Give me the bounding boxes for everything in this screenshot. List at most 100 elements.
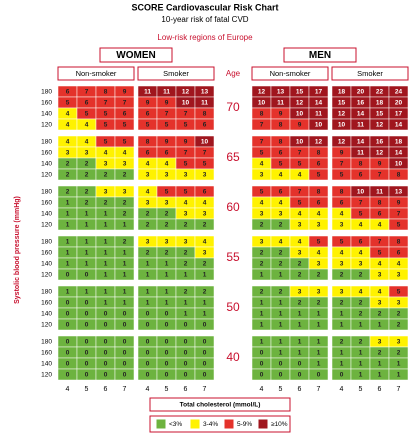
cell-value: 1 [397, 372, 401, 379]
cell-value: 8 [340, 189, 344, 196]
cell [388, 318, 409, 331]
cell-value: 6 [146, 111, 150, 118]
sbp-tick: 120 [41, 272, 52, 279]
cell-value: 4 [123, 150, 127, 157]
cell-value: 2 [298, 261, 302, 268]
cell-value: 3 [184, 211, 188, 218]
cell-value: 2 [203, 289, 207, 296]
cell-value: 0 [165, 361, 169, 368]
cell-value: 1 [123, 272, 127, 279]
cell-value: 0 [85, 361, 89, 368]
cell-value: 2 [340, 300, 344, 307]
cell-value: 2 [85, 172, 89, 179]
cholesterol-tick: 6 [298, 386, 302, 393]
cell-value: 5 [184, 189, 188, 196]
cell-value: 6 [66, 89, 70, 96]
cell-value: 2 [104, 200, 108, 207]
cell-value: 5 [397, 222, 401, 229]
sbp-tick: 160 [41, 300, 52, 307]
cell-value: 2 [359, 272, 363, 279]
cell-value: 1 [279, 350, 283, 357]
cell-value: 6 [279, 150, 283, 157]
cell-value: 4 [359, 222, 363, 229]
cell [194, 218, 215, 231]
age-label: Age [226, 69, 241, 78]
cell-value: 1 [279, 322, 283, 329]
group-box [57, 66, 135, 81]
cell-value: 1 [85, 250, 89, 257]
cell-value: 3 [165, 172, 169, 179]
cell-value: 8 [397, 172, 401, 179]
cell-value: 8 [260, 111, 264, 118]
group-label: Smoker [163, 69, 189, 78]
cell-value: 13 [277, 89, 285, 96]
sbp-tick: 160 [41, 250, 52, 257]
cholesterol-tick: 5 [279, 386, 283, 393]
cell-value: 0 [123, 372, 127, 379]
cholesterol-tick: 5 [85, 386, 89, 393]
cell-value: 0 [260, 350, 264, 357]
cell-value: 14 [395, 122, 403, 129]
cell-value: 1 [85, 289, 89, 296]
cholesterol-tick: 5 [359, 386, 363, 393]
sbp-tick: 160 [41, 100, 52, 107]
cell-value: 3 [317, 289, 321, 296]
cell-value: 8 [146, 139, 150, 146]
cell-value: 1 [165, 261, 169, 268]
cell-value: 7 [359, 200, 363, 207]
cell-value: 3 [378, 339, 382, 346]
cell-value: 7 [378, 172, 382, 179]
sbp-tick: 180 [41, 189, 52, 196]
cell-value: 8 [279, 139, 283, 146]
cell-value: 12 [315, 139, 323, 146]
cell-value: 14 [357, 139, 365, 146]
cell-value: 4 [146, 189, 150, 196]
cell-value: 2 [298, 300, 302, 307]
cell-value: 2 [260, 222, 264, 229]
cell-value: 4 [203, 200, 207, 207]
cell-value: 12 [376, 150, 384, 157]
sbp-tick: 180 [41, 139, 52, 146]
cell-value: 1 [378, 361, 382, 368]
cell-value: 5 [146, 122, 150, 129]
cell-value: 0 [165, 311, 169, 318]
cell-value: 6 [279, 189, 283, 196]
sex-label: MEN [309, 50, 331, 61]
sbp-tick: 140 [41, 311, 52, 318]
cell-value: 16 [376, 139, 384, 146]
sbp-tick: 140 [41, 161, 52, 168]
cell-value: 3 [203, 211, 207, 218]
cell-value: 1 [260, 300, 264, 307]
cell-value: 1 [146, 261, 150, 268]
sbp-tick: 140 [41, 211, 52, 218]
cell-value: 2 [123, 172, 127, 179]
cell-value: 2 [184, 222, 188, 229]
cell-value: 0 [85, 322, 89, 329]
cell-value: 10 [357, 189, 365, 196]
cell-value: 2 [359, 300, 363, 307]
cell-value: 4 [104, 150, 108, 157]
cell-value: 4 [85, 139, 89, 146]
cell-value: 5 [378, 250, 382, 257]
cell-value: 5 [85, 111, 89, 118]
legend-label: <3% [169, 421, 182, 428]
cell-value: 1 [104, 211, 108, 218]
cell-value: 11 [201, 100, 208, 107]
cell-value: 3 [317, 222, 321, 229]
cell-value: 8 [317, 150, 321, 157]
cell-value: 4 [66, 139, 70, 146]
cell [194, 368, 215, 381]
sbp-tick: 140 [41, 111, 52, 118]
cell-value: 4 [260, 161, 264, 168]
cholesterol-tick: 6 [378, 386, 382, 393]
cell-value: 5 [298, 200, 302, 207]
cell-value: 7 [85, 89, 89, 96]
cell-value: 1 [66, 200, 70, 207]
cell-value: 3 [123, 189, 127, 196]
cell-value: 11 [357, 122, 364, 129]
cell-value: 4 [66, 111, 70, 118]
cell-value: 4 [279, 239, 283, 246]
cell-value: 12 [338, 111, 346, 118]
cholesterol-tick: 5 [165, 386, 169, 393]
cell-value: 0 [104, 361, 108, 368]
